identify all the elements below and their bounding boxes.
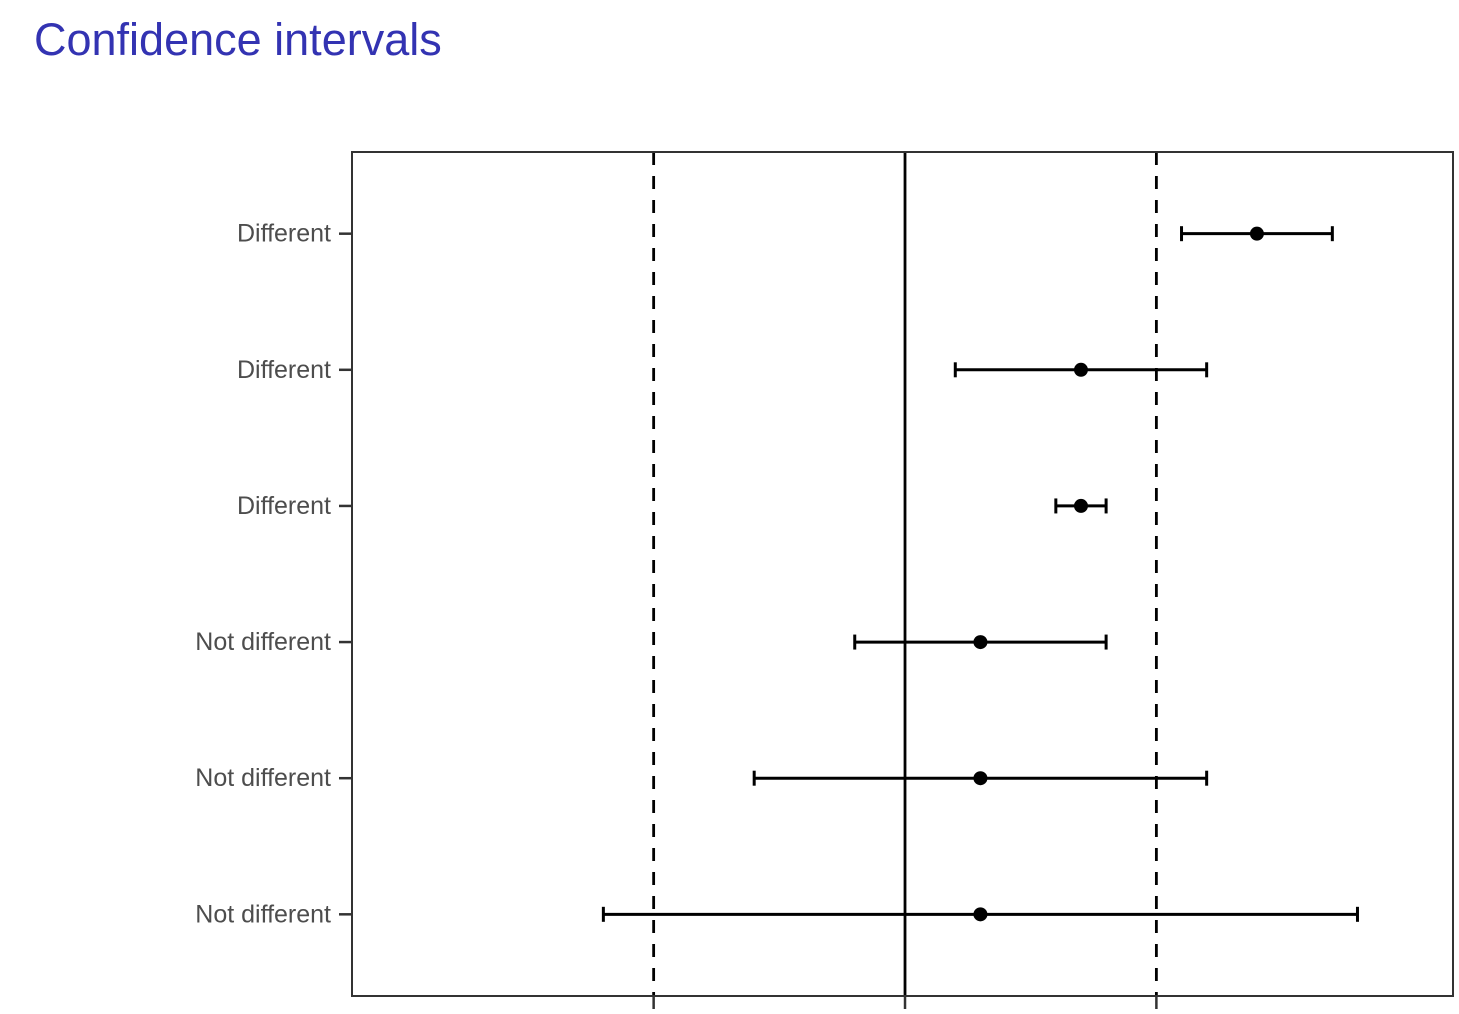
panel-border [351,151,1454,997]
slide-header: Confidence intervals [34,14,442,66]
slide-title: Confidence intervals [34,14,442,65]
y-axis-label: Not different [195,900,331,928]
y-axis-label: Different [237,492,331,520]
point [1249,226,1264,241]
y-axis-label: Not different [195,628,331,656]
y-axis-label: Different [237,220,331,248]
y-axis-label: Not different [195,764,331,792]
point [973,771,988,786]
point [1073,362,1088,377]
panel-background [352,152,1453,996]
point [973,907,988,922]
point [973,635,988,650]
y-axis-label: Different [237,356,331,384]
point [1073,498,1088,513]
